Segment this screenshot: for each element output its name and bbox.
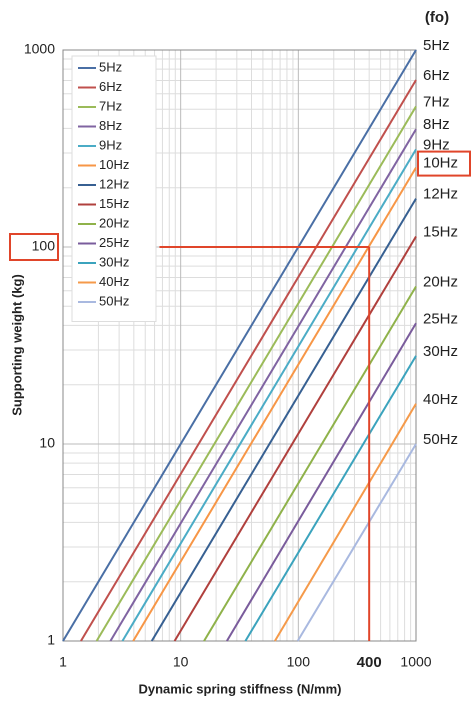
legend-label: 10Hz <box>99 157 129 172</box>
right-label: 50Hz <box>423 431 458 448</box>
series-line <box>62 49 417 642</box>
legend-label: 8Hz <box>99 118 122 133</box>
plot-frame <box>62 49 417 642</box>
x-tick-label: 100 <box>287 654 311 670</box>
legend-label: 25Hz <box>99 235 129 250</box>
legend-label: 5Hz <box>99 59 122 74</box>
right-label: 15Hz <box>423 224 458 241</box>
x-tick-label: 10 <box>173 654 189 670</box>
series-line <box>296 443 417 642</box>
series-line <box>150 198 417 642</box>
series-line <box>173 236 417 642</box>
series-line <box>203 286 417 642</box>
legend-label: 7Hz <box>99 98 122 113</box>
right-label: 6Hz <box>423 67 450 84</box>
series-line <box>109 128 417 642</box>
series-line <box>95 105 417 642</box>
x-axis-title: Dynamic spring stiffness (N/mm) <box>139 681 342 696</box>
legend-label: 9Hz <box>99 137 122 152</box>
right-label: 5Hz <box>423 37 450 54</box>
annotation-x-label: 400 <box>357 654 382 671</box>
right-header: (fo) <box>425 9 449 26</box>
highlight-box <box>417 150 471 177</box>
x-tick-label: 1 <box>59 654 67 670</box>
right-label: 20Hz <box>423 273 458 290</box>
series-line <box>274 403 417 642</box>
series-line <box>226 322 417 642</box>
legend-label: 12Hz <box>99 176 129 191</box>
legend-label: 50Hz <box>99 293 129 308</box>
right-label: 10Hz <box>423 155 458 172</box>
series-line <box>80 79 417 642</box>
y-tick-label: 1 <box>47 632 55 648</box>
legend-label: 30Hz <box>99 254 129 269</box>
y-tick-label: 100 <box>32 238 56 254</box>
right-label: 30Hz <box>423 343 458 360</box>
legend-label: 20Hz <box>99 215 129 230</box>
y-tick-label: 10 <box>39 435 55 451</box>
legend-label: 40Hz <box>99 274 129 289</box>
series-line <box>121 148 417 642</box>
x-tick-label: 1000 <box>400 654 431 670</box>
y-axis-title: Supporting weight (kg) <box>9 274 24 416</box>
legend-label: 15Hz <box>99 196 129 211</box>
right-label: 9Hz <box>423 136 450 153</box>
legend-box <box>71 55 157 322</box>
legend-label: 6Hz <box>99 79 122 94</box>
highlight-box <box>9 233 59 261</box>
y-tick-label: 1000 <box>24 41 55 57</box>
right-label: 40Hz <box>423 391 458 408</box>
right-label: 25Hz <box>423 310 458 327</box>
right-label: 12Hz <box>423 186 458 203</box>
series-line <box>244 355 417 642</box>
right-label: 8Hz <box>423 116 450 133</box>
right-label: 7Hz <box>423 93 450 110</box>
